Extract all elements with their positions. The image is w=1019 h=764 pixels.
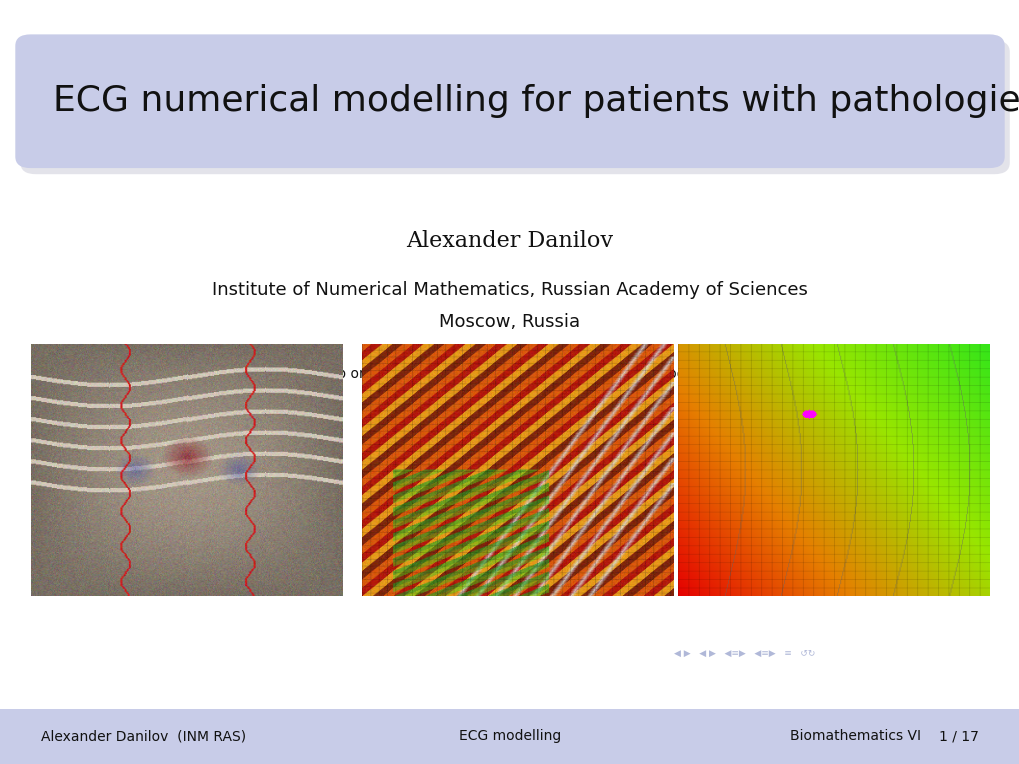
Text: ◀ ▶   ◀ ▶   ◀≡▶   ◀≡▶   ≡   ↺↻: ◀ ▶ ◀ ▶ ◀≡▶ ◀≡▶ ≡ ↺↻ [674,649,814,658]
Text: Alexander Danilov  (INM RAS): Alexander Danilov (INM RAS) [41,730,246,743]
Text: 1 / 17: 1 / 17 [938,730,978,743]
Text: Alexander Danilov: Alexander Danilov [406,230,613,251]
Text: Biomathematics VI: Biomathematics VI [790,730,920,743]
Text: ECG modelling: ECG modelling [459,730,560,743]
Text: Institute of Numerical Mathematics, Russian Academy of Sciences: Institute of Numerical Mathematics, Russ… [212,281,807,299]
Text: 6th Russian workshop on mathematical models and numerical methods in biomathemat: 6th Russian workshop on mathematical mod… [194,367,825,381]
FancyBboxPatch shape [15,34,1004,168]
FancyBboxPatch shape [0,709,1019,764]
Text: Moscow, Russia: Moscow, Russia [439,313,580,332]
Text: ECG numerical modelling for patients with pathologies: ECG numerical modelling for patients wit… [53,84,1019,118]
FancyBboxPatch shape [20,40,1009,174]
